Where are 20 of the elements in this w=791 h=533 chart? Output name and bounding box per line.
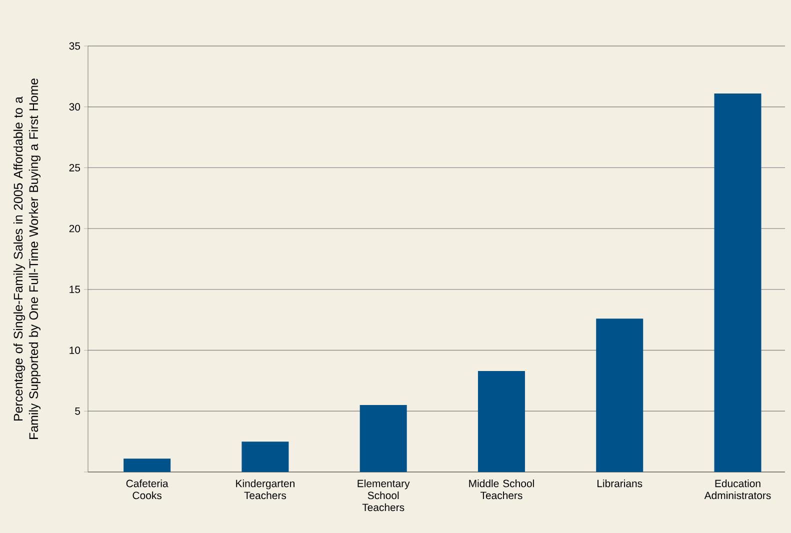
x-tick-label: Cafeteria Cooks xyxy=(126,480,168,500)
y-tick-label: 15 xyxy=(70,286,80,294)
x-tick-label: Education Administrators xyxy=(704,480,771,500)
bar xyxy=(714,93,762,472)
x-tick-label: Librarians xyxy=(598,480,642,488)
x-tick-label: Middle School Teachers xyxy=(469,480,534,500)
y-tick-label: 5 xyxy=(75,408,80,415)
bar xyxy=(478,370,525,472)
x-tick-label: Elementary School Teachers xyxy=(358,480,410,512)
bar xyxy=(242,442,289,472)
y-tick-label: 35 xyxy=(69,42,80,50)
y-tick-label: 25 xyxy=(69,164,80,172)
x-tick-label: Kindergarten Teachers xyxy=(236,480,294,500)
y-tick-label: 20 xyxy=(69,224,80,232)
bar xyxy=(124,458,171,472)
bar xyxy=(596,318,644,472)
bar xyxy=(360,405,407,472)
y-tick-label: 10 xyxy=(70,346,80,354)
y-tick-label: 30 xyxy=(69,103,80,111)
y-axis-title: Percentage of Single-Family Sales in 2005 Affordable to a Family Supported by One Full-Time Worker Buying a First Home xyxy=(13,78,41,439)
